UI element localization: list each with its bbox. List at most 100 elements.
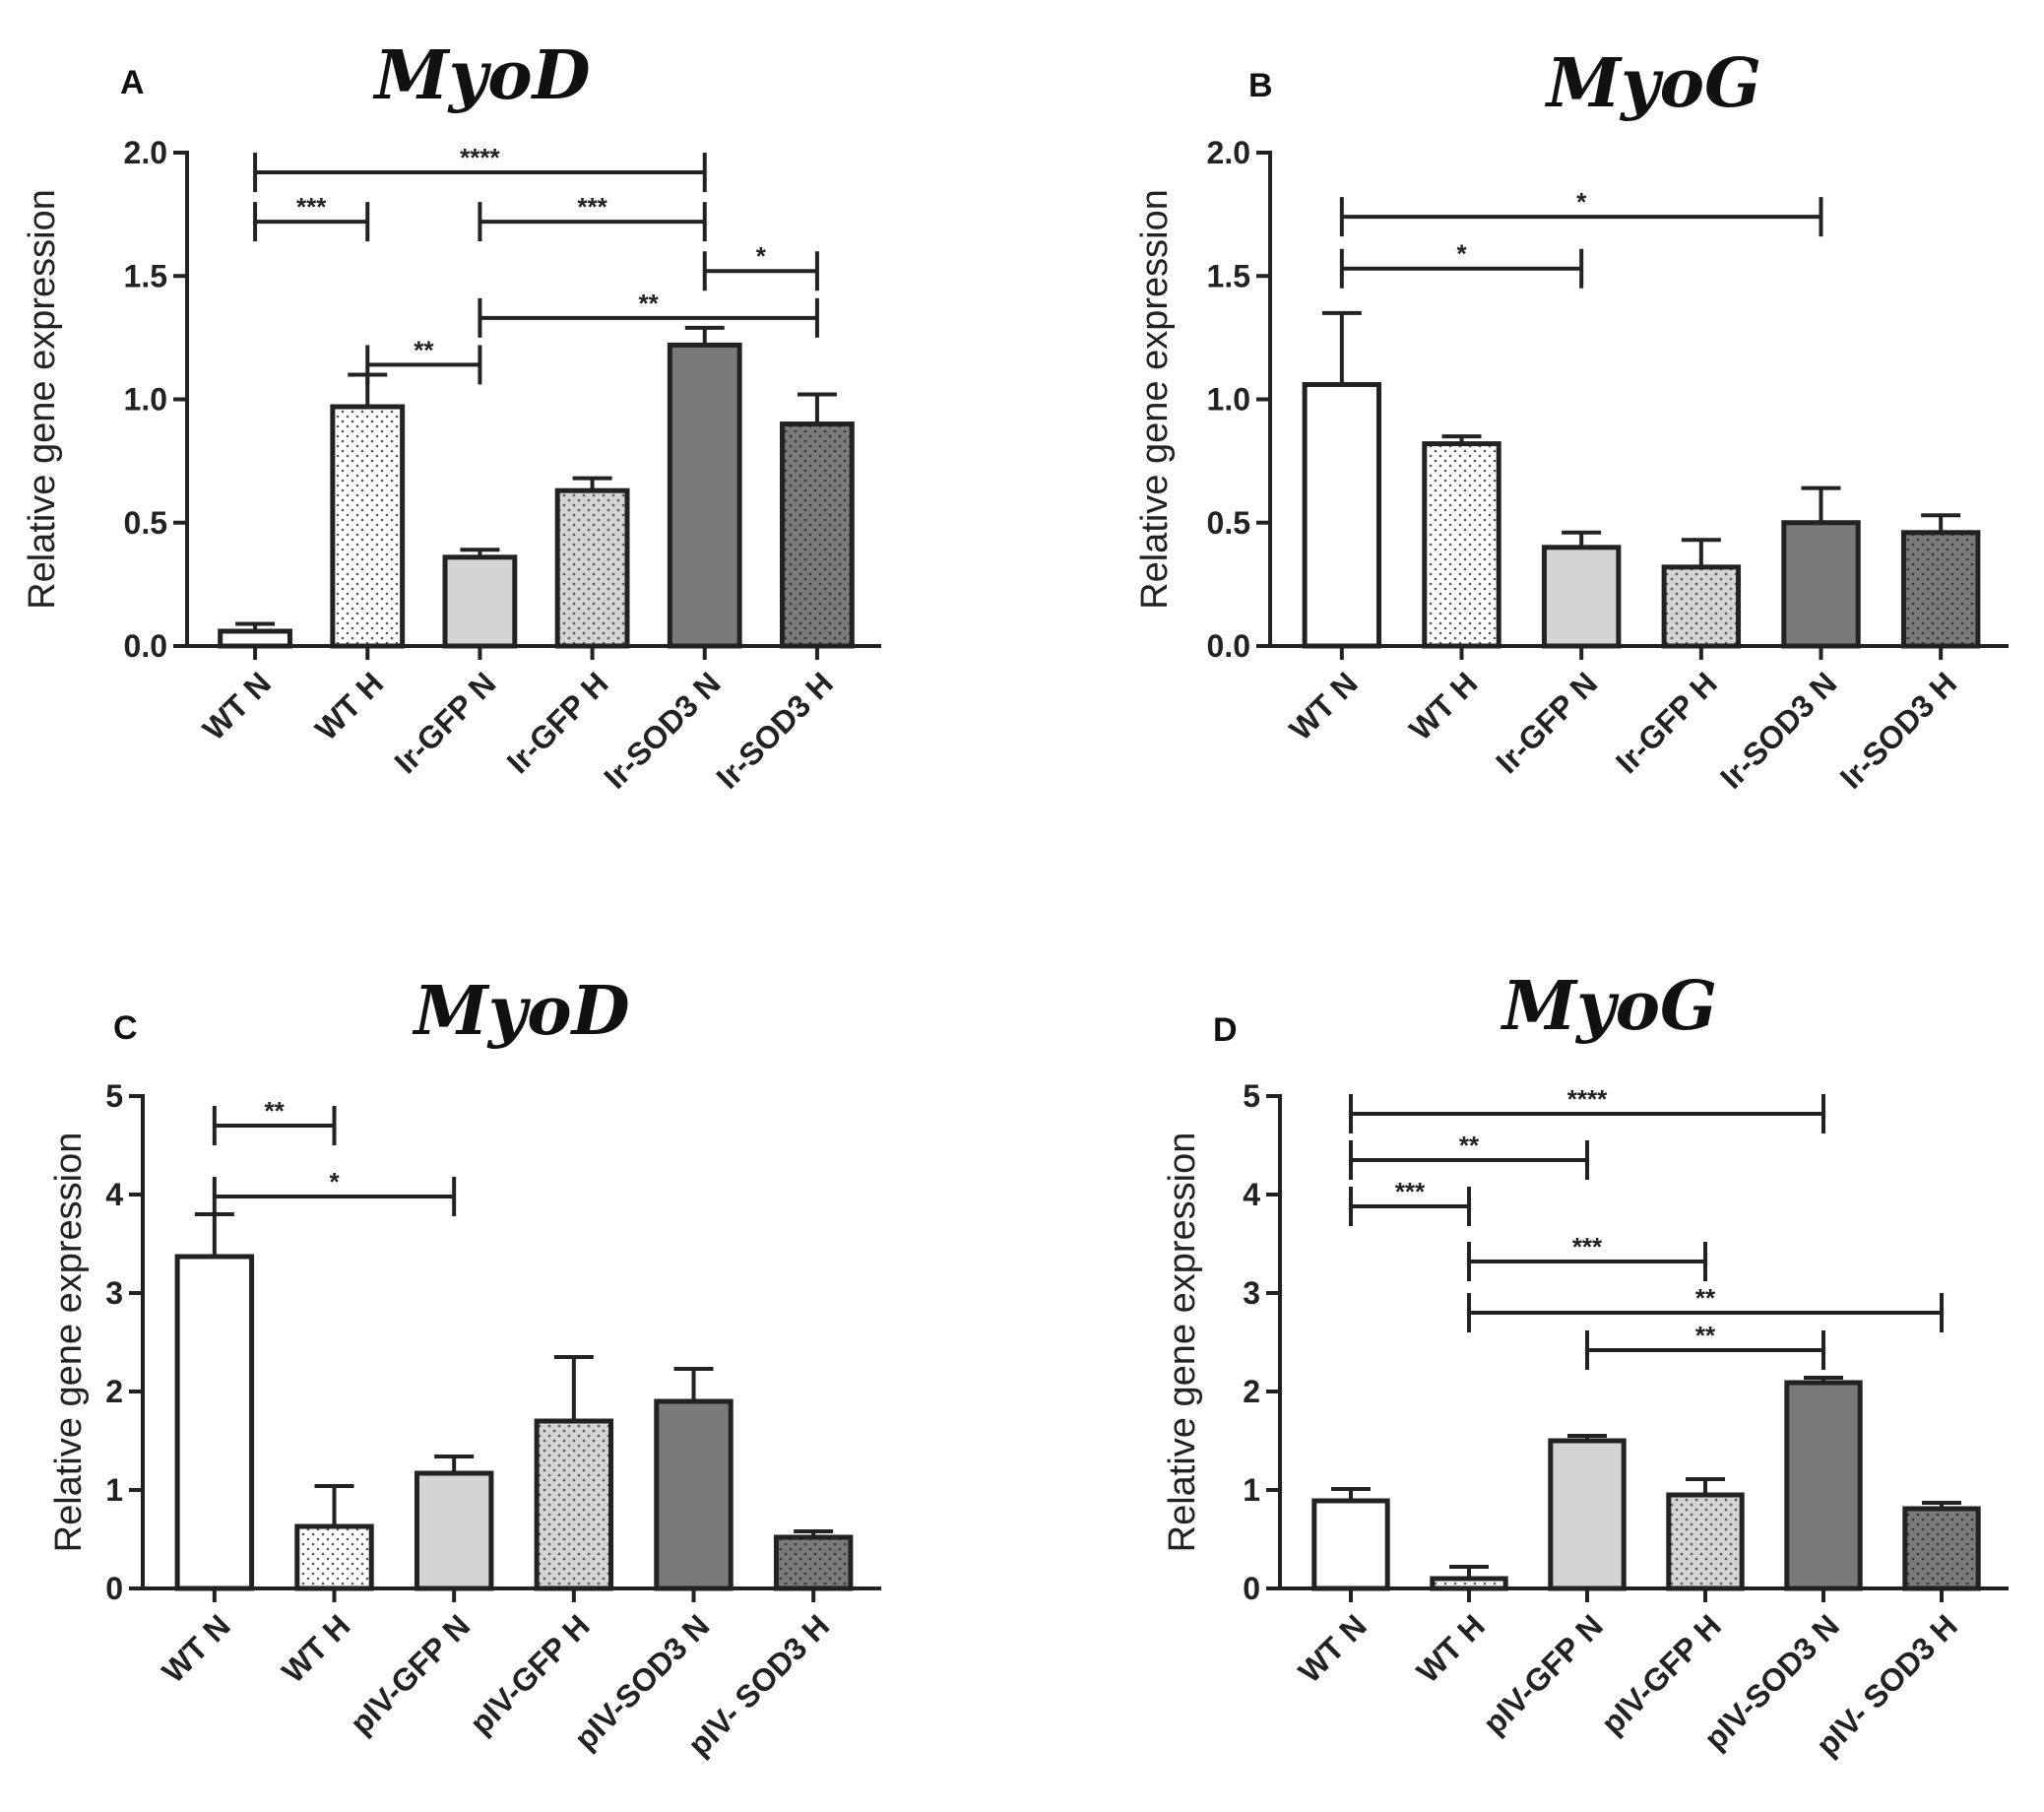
bar <box>780 421 855 649</box>
y-tick-label: 1.5 <box>1207 258 1250 293</box>
significance-bracket: **** <box>1349 1084 1825 1133</box>
bar <box>1666 1492 1745 1591</box>
x-tick-label: WT N <box>156 1607 237 1689</box>
chart-panel-b: B MyoG Relative gene expression 0.0 0.5 1.0 1.… <box>1134 44 2009 796</box>
chart-title: MyoD <box>412 972 629 1051</box>
panel-label: A <box>120 64 145 101</box>
y-axis-label: Relative gene expression <box>22 189 63 610</box>
bar <box>1784 1380 1863 1591</box>
bar <box>1541 545 1622 649</box>
significance-bracket: *** <box>478 192 707 242</box>
significance-label: * <box>1456 239 1467 269</box>
x-tick-label: Ir-GFP H <box>500 665 615 780</box>
significance-label: *** <box>1395 1177 1426 1206</box>
chart-title: MyoG <box>1545 44 1761 123</box>
y-axis-label: Relative gene expression <box>1134 189 1176 610</box>
y-tick-label: 2 <box>1243 1374 1260 1409</box>
x-tick-label: WT H <box>1402 665 1484 746</box>
x-tick-label: WT H <box>1410 1607 1492 1689</box>
chart-title: MyoG <box>1501 967 1717 1046</box>
x-tick-label: Ir-GFP N <box>1489 665 1604 780</box>
y-tick-label: 2.0 <box>1207 135 1250 170</box>
panel-label: C <box>113 1009 138 1047</box>
y-tick-label: 1.0 <box>124 382 167 418</box>
y-tick-label: 2.0 <box>124 135 167 170</box>
y-tick-label: 3 <box>1243 1275 1260 1311</box>
x-tick-label: Ir-SOD3 H <box>1833 665 1963 795</box>
significance-bracket: *** <box>1349 1177 1471 1226</box>
bar <box>773 1534 854 1591</box>
chart-panel-d: D MyoG Relative gene expression 0 1 2 3 4 5 WT N W… <box>1162 967 2009 1763</box>
y-tick-label: 4 <box>105 1177 123 1212</box>
significance-bracket: ** <box>478 289 819 338</box>
significance-label: **** <box>460 143 500 172</box>
x-tick-label: pIV-GFP N <box>343 1607 477 1741</box>
significance-bracket: * <box>1339 187 1823 237</box>
significance-bracket: ** <box>1467 1283 1944 1332</box>
bar <box>294 1523 374 1591</box>
significance-bracket: * <box>1339 239 1584 289</box>
significance-label: * <box>756 241 767 271</box>
significance-bracket: ** <box>365 335 482 385</box>
y-tick-label: 5 <box>1243 1078 1260 1114</box>
significance-label: * <box>1576 187 1587 217</box>
bar <box>1902 1506 1981 1591</box>
x-tick-label: WT N <box>1292 1607 1373 1689</box>
y-tick-label: 3 <box>105 1275 123 1311</box>
panel-label: B <box>1248 67 1273 104</box>
x-tick-label: Ir-GFP H <box>1609 665 1724 780</box>
significance-bracket: ** <box>212 1096 337 1145</box>
panel-label: D <box>1213 1011 1238 1049</box>
bar <box>1661 564 1742 649</box>
chart-panel-c: C MyoD Relative gene expression 0 1 2 3 4 5 WT N W… <box>48 972 881 1763</box>
y-tick-label: 1 <box>105 1472 123 1508</box>
x-tick-label: Ir-GFP N <box>388 665 503 780</box>
significance-label: * <box>329 1167 340 1197</box>
y-tick-label: 4 <box>1243 1177 1260 1212</box>
significance-label: *** <box>296 192 327 222</box>
bar <box>1302 381 1382 649</box>
bar <box>1548 1438 1627 1591</box>
significance-label: **** <box>1567 1084 1608 1114</box>
bar <box>1430 1576 1508 1591</box>
significance-bracket: ** <box>1585 1321 1825 1370</box>
significance-label: ** <box>1695 1283 1716 1313</box>
y-tick-label: 2 <box>105 1374 123 1409</box>
y-tick-label: 0 <box>1243 1571 1260 1606</box>
bar <box>554 487 630 649</box>
y-tick-label: 0.5 <box>1207 505 1250 541</box>
bar <box>534 1418 614 1591</box>
bar <box>218 628 292 649</box>
y-tick-label: 1.5 <box>124 258 167 293</box>
significance-bracket: *** <box>1467 1232 1707 1281</box>
significance-label: *** <box>1572 1232 1603 1262</box>
bar <box>654 1398 734 1591</box>
bar <box>414 1470 494 1591</box>
significance-bracket: *** <box>253 192 370 242</box>
x-tick-label: WT H <box>275 1607 356 1689</box>
significance-bracket: **** <box>253 143 707 193</box>
chart-panel-a: A MyoD Relative gene expression 0.0 0.5 1.0 1.… <box>22 36 881 796</box>
significance-bracket: ** <box>1349 1131 1589 1180</box>
bar <box>1311 1498 1390 1591</box>
significance-bracket: * <box>702 241 819 291</box>
bar <box>442 554 518 649</box>
x-tick-label: WT N <box>196 665 278 746</box>
bar <box>330 404 406 649</box>
y-tick-label: 0.0 <box>1207 628 1250 664</box>
bar <box>1422 441 1501 649</box>
x-tick-label: Ir-SOD3 N <box>1713 665 1843 795</box>
bar <box>1900 530 1981 649</box>
chart-title: MyoD <box>372 36 590 115</box>
x-tick-label: pIV-GFP N <box>1476 1607 1610 1741</box>
y-tick-label: 1.0 <box>1207 382 1250 418</box>
y-tick-label: 5 <box>105 1078 123 1114</box>
y-tick-label: 0.0 <box>124 628 167 664</box>
x-tick-label: WT H <box>308 665 390 746</box>
bar <box>174 1254 255 1591</box>
significance-bracket: * <box>212 1167 457 1216</box>
y-tick-label: 0.5 <box>124 505 167 541</box>
significance-label: ** <box>414 335 434 364</box>
bar <box>1781 520 1861 649</box>
